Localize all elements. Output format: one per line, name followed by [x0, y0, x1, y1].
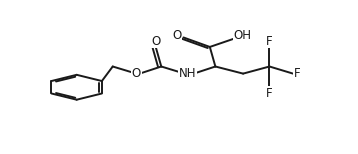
Text: F: F: [294, 67, 301, 80]
Text: F: F: [266, 87, 273, 100]
Text: O: O: [132, 67, 141, 80]
Text: F: F: [266, 34, 273, 48]
Text: O: O: [172, 29, 181, 42]
Text: O: O: [151, 34, 160, 48]
Text: NH: NH: [179, 67, 197, 80]
Text: OH: OH: [233, 29, 252, 42]
